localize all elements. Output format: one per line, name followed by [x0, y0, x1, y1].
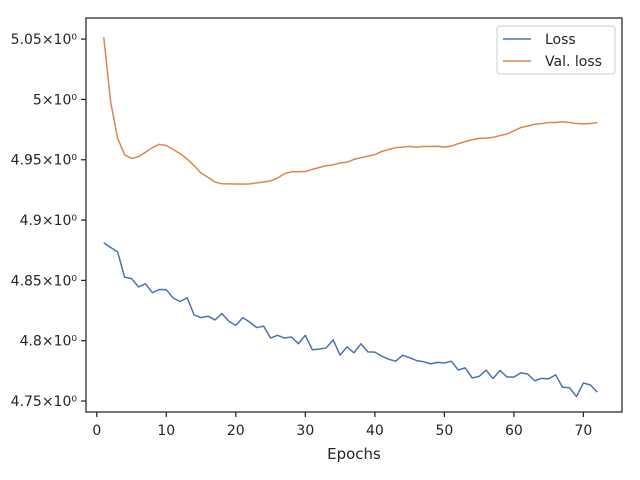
y-tick-label: 4.95×10⁰ [11, 153, 78, 169]
x-tick-label: 50 [435, 423, 453, 439]
y-axis-ticks: 4.75×10⁰ 4.8×10⁰ 4.85×10⁰ 4.9×10⁰ 4.95×10⁰ 5×… [11, 32, 86, 410]
y-tick-label: 5×10⁰ [33, 92, 77, 108]
axes-frame [85, 17, 623, 413]
legend-label: Val. loss [545, 54, 602, 70]
x-axis-label: Epochs [327, 445, 381, 463]
y-tick-label: 4.8×10⁰ [20, 334, 78, 350]
x-tick-label: 60 [505, 423, 523, 439]
x-axis-ticks: 0 10 20 30 40 50 60 70 [92, 412, 592, 439]
x-tick-label: 40 [366, 423, 384, 439]
series-line-val-loss [102, 36, 598, 185]
x-tick-label: 0 [92, 423, 101, 439]
x-tick-label: 20 [227, 423, 245, 439]
legend: Loss Val. loss [496, 25, 616, 75]
y-tick-label: 5.05×10⁰ [11, 32, 78, 48]
series-line-loss [103, 242, 598, 398]
legend-label: Loss [545, 32, 576, 48]
x-tick-label: 30 [296, 423, 314, 439]
plot-series-group [102, 36, 598, 398]
x-tick-label: 10 [157, 423, 175, 439]
legend-box [496, 25, 616, 75]
y-tick-label: 4.9×10⁰ [20, 213, 78, 229]
x-tick-label: 70 [575, 423, 593, 439]
y-tick-label: 4.85×10⁰ [11, 273, 78, 289]
y-tick-label: 4.75×10⁰ [11, 394, 78, 410]
